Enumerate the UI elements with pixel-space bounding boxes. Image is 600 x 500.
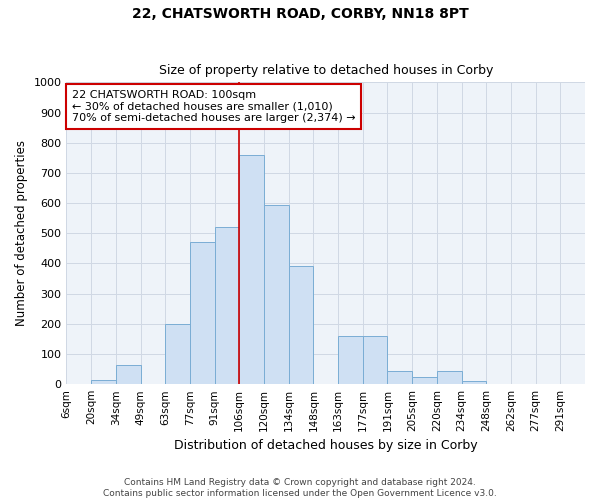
- Y-axis label: Number of detached properties: Number of detached properties: [15, 140, 28, 326]
- Bar: [264, 204, 289, 384]
- Bar: [116, 364, 140, 384]
- Bar: [91, 380, 116, 384]
- Bar: [437, 370, 461, 384]
- Bar: [338, 336, 363, 384]
- Text: 22, CHATSWORTH ROAD, CORBY, NN18 8PT: 22, CHATSWORTH ROAD, CORBY, NN18 8PT: [131, 8, 469, 22]
- Bar: [239, 155, 264, 384]
- Bar: [363, 336, 388, 384]
- Bar: [190, 242, 215, 384]
- X-axis label: Distribution of detached houses by size in Corby: Distribution of detached houses by size …: [174, 440, 478, 452]
- Text: Contains HM Land Registry data © Crown copyright and database right 2024.
Contai: Contains HM Land Registry data © Crown c…: [103, 478, 497, 498]
- Bar: [165, 324, 190, 384]
- Title: Size of property relative to detached houses in Corby: Size of property relative to detached ho…: [158, 64, 493, 77]
- Bar: [388, 370, 412, 384]
- Bar: [461, 381, 486, 384]
- Bar: [412, 376, 437, 384]
- Text: 22 CHATSWORTH ROAD: 100sqm
← 30% of detached houses are smaller (1,010)
70% of s: 22 CHATSWORTH ROAD: 100sqm ← 30% of deta…: [71, 90, 355, 123]
- Bar: [215, 227, 239, 384]
- Bar: [289, 266, 313, 384]
